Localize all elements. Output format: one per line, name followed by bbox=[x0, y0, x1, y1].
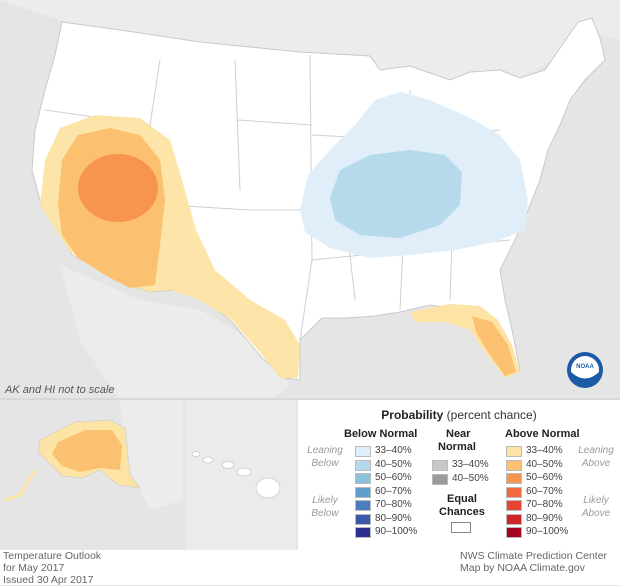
near-bin-label-1: 40–50% bbox=[452, 472, 489, 484]
conus-outlook-map: NOAA bbox=[0, 0, 620, 400]
equal-chances-heading-2: Chances bbox=[439, 506, 485, 518]
above-bin-label-0: 33–40% bbox=[526, 445, 563, 456]
above-swatch-1 bbox=[506, 459, 522, 471]
above-swatch-0 bbox=[506, 446, 522, 457]
likely-above-label: Likely Above bbox=[581, 495, 611, 519]
hawaii-inset bbox=[186, 400, 296, 550]
above-33-40-southeast bbox=[410, 304, 520, 378]
noaa-logo-text: NOAA bbox=[576, 364, 594, 370]
above-swatch-6 bbox=[506, 527, 522, 538]
scale-note: AK and HI not to scale bbox=[5, 384, 115, 396]
below-swatch-2 bbox=[355, 473, 371, 484]
above-50-60-southwest bbox=[78, 154, 158, 222]
below-swatch-5 bbox=[355, 513, 371, 525]
leaning-below-label: Leaning Below bbox=[307, 445, 343, 469]
canada-landmass bbox=[0, 0, 620, 90]
above-normal-heading: Above Normal bbox=[505, 428, 580, 440]
legend-title-rest: (percent chance) bbox=[443, 408, 537, 422]
footer-period: for May 2017 bbox=[3, 562, 65, 574]
leaning-above-label: Leaning Above bbox=[578, 445, 614, 469]
near-swatch-1 bbox=[432, 473, 448, 485]
above-bin-label-6: 90–100% bbox=[526, 526, 569, 537]
above-bin-label-4: 70–80% bbox=[526, 499, 563, 510]
legend-title-bold: Probability bbox=[381, 408, 444, 422]
above-bin-label-3: 60–70% bbox=[526, 485, 563, 497]
above-swatch-2 bbox=[506, 473, 522, 484]
above-bin-label-5: 80–90% bbox=[526, 512, 563, 524]
near-normal-heading-2: Normal bbox=[438, 441, 476, 453]
footer-title: Temperature Outlook bbox=[3, 550, 102, 562]
below-bin-label-1: 40–50% bbox=[375, 458, 412, 470]
below-swatch-6 bbox=[355, 527, 371, 538]
alaska-40-50 bbox=[52, 430, 122, 472]
above-swatch-5 bbox=[506, 513, 522, 525]
above-40-50-florida bbox=[472, 316, 516, 376]
legend-title: Probability (percent chance) bbox=[298, 406, 620, 424]
equal-chances-heading-1: Equal bbox=[447, 493, 477, 505]
below-bin-label-2: 50–60% bbox=[375, 472, 412, 483]
equal-chances-swatch bbox=[451, 522, 471, 533]
footer-issued: Issued 30 Apr 2017 bbox=[3, 574, 94, 586]
below-normal-heading: Below Normal bbox=[344, 428, 418, 440]
mexico-landmass bbox=[60, 265, 290, 400]
canada-landmass-west bbox=[120, 400, 183, 510]
above-swatch-3 bbox=[506, 486, 522, 498]
legend-panel: Probability (percent chance) Below Norma… bbox=[298, 400, 620, 550]
near-normal-heading-1: Near bbox=[446, 428, 471, 440]
above-bin-label-2: 50–60% bbox=[526, 472, 563, 483]
hawaii-islands bbox=[191, 451, 281, 499]
below-bin-label-3: 60–70% bbox=[375, 485, 412, 497]
below-bin-label-4: 70–80% bbox=[375, 499, 412, 510]
below-bin-label-6: 90–100% bbox=[375, 526, 418, 537]
near-bin-label-0: 33–40% bbox=[452, 459, 489, 470]
below-swatch-3 bbox=[355, 486, 371, 498]
below-swatch-0 bbox=[355, 446, 371, 457]
near-swatch-0 bbox=[432, 460, 448, 471]
alaska-inset bbox=[0, 400, 183, 550]
below-bin-label-0: 33–40% bbox=[375, 445, 412, 456]
footer: Temperature Outlook for May 2017 Issued … bbox=[0, 550, 620, 586]
below-40-50-central bbox=[330, 150, 462, 238]
likely-below-label: Likely Below bbox=[311, 495, 339, 519]
footer-credit-2: Map by NOAA Climate.gov bbox=[460, 562, 585, 574]
below-swatch-1 bbox=[355, 459, 371, 471]
above-swatch-4 bbox=[506, 500, 522, 511]
above-bin-label-1: 40–50% bbox=[526, 458, 563, 470]
below-bin-label-5: 80–90% bbox=[375, 512, 412, 524]
below-swatch-4 bbox=[355, 500, 371, 511]
footer-credit-1: NWS Climate Prediction Center bbox=[460, 550, 608, 562]
noaa-logo: NOAA bbox=[567, 352, 603, 388]
aleutian-islands bbox=[4, 469, 37, 502]
map-divider bbox=[0, 398, 620, 400]
